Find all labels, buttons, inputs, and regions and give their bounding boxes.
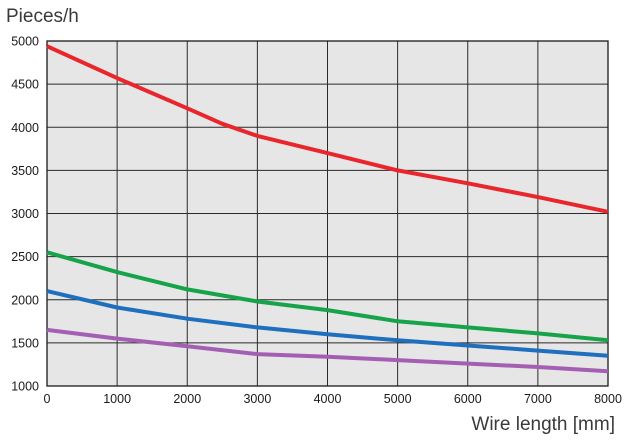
y-tick-label: 3500 xyxy=(11,164,39,178)
y-tick-label: 5000 xyxy=(11,35,39,49)
series-line-4 xyxy=(46,327,609,374)
y-tick-label: 2000 xyxy=(11,293,39,307)
x-tick-label: 0 xyxy=(44,392,51,406)
x-tick-label: 7000 xyxy=(524,392,552,406)
x-tick-label: 3000 xyxy=(243,392,271,406)
x-axis-label: Wire length [mm] xyxy=(471,414,615,435)
series-line-3 xyxy=(46,289,609,358)
series-line-2 xyxy=(46,250,609,343)
x-tick-label: 2000 xyxy=(173,392,201,406)
series-line-1 xyxy=(46,44,609,214)
y-tick-label: 3000 xyxy=(11,207,39,221)
x-tick-label: 8000 xyxy=(594,392,622,406)
y-tick-label: 4500 xyxy=(11,78,39,92)
y-tick-label: 1000 xyxy=(11,380,39,394)
x-tick-label: 4000 xyxy=(314,392,342,406)
y-axis-label: Pieces/h xyxy=(6,6,79,27)
y-tick-label: 1500 xyxy=(11,336,39,350)
y-tick-label: 4000 xyxy=(11,121,39,135)
x-tick-label: 5000 xyxy=(384,392,412,406)
y-tick-label: 2500 xyxy=(11,250,39,264)
x-tick-label: 1000 xyxy=(103,392,131,406)
plot-frame xyxy=(46,40,609,387)
x-tick-label: 6000 xyxy=(454,392,482,406)
